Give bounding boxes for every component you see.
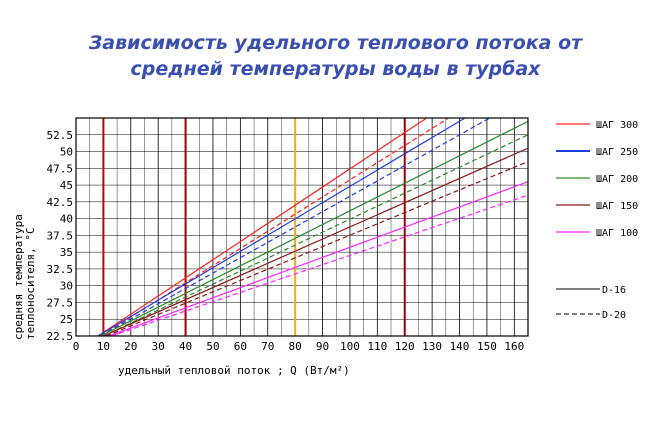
grid-lines xyxy=(75,117,529,337)
x-tick-label: 20 xyxy=(124,340,137,353)
x-tick-label: 40 xyxy=(179,340,192,353)
x-axis-label: удельный тепловой поток ; Q (Вт/м²) xyxy=(118,364,350,377)
series-line xyxy=(111,194,529,337)
series-line xyxy=(108,181,529,337)
x-tick-label: 120 xyxy=(395,340,415,353)
y-tick-label: 42.5 xyxy=(47,196,74,209)
series-line xyxy=(100,120,529,337)
y-tick-label: 40 xyxy=(60,213,73,226)
chart-title-line-2: средней температуры воды в турбах xyxy=(130,58,541,80)
series-line xyxy=(97,117,427,337)
y-tick-labels: 22.5 25 27.5 30 32.5 35 37.5 40 42.5 45 47.5 50 52.5 xyxy=(47,129,74,343)
legend-label: ШАГ 250 xyxy=(596,147,638,158)
x-tick-label: 140 xyxy=(450,340,470,353)
x-tick-label: 50 xyxy=(206,340,219,353)
x-tick-label: 10 xyxy=(97,340,110,353)
x-tick-label: 0 xyxy=(73,340,80,353)
series-line xyxy=(97,117,466,337)
y-tick-label: 22.5 xyxy=(47,330,74,343)
x-tick-label: 100 xyxy=(340,340,360,353)
series-line xyxy=(103,134,529,337)
y-tick-label: 37.5 xyxy=(47,229,74,242)
x-tick-label: 30 xyxy=(152,340,165,353)
legend-label: ШАГ 300 xyxy=(596,120,638,131)
y-tick-label: 32.5 xyxy=(47,263,74,276)
y-tick-label: 30 xyxy=(60,280,73,293)
x-tick-label: 110 xyxy=(367,340,387,353)
legend-label: ШАГ 150 xyxy=(596,201,638,212)
plot-frame xyxy=(75,117,529,337)
x-tick-label: 80 xyxy=(289,340,302,353)
y-tick-label: 25 xyxy=(60,313,73,326)
y-tick-label: 50 xyxy=(60,146,73,159)
x-tick-label: 130 xyxy=(422,340,442,353)
series-line xyxy=(100,117,490,337)
y-tick-label: 45 xyxy=(60,179,73,192)
style-legend-label: D-20 xyxy=(602,310,626,321)
style-legend: D-16 D-20 xyxy=(556,285,626,321)
legend: ШАГ 300 ШАГ 250 ШАГ 200 ШАГ 150 ШАГ 100 xyxy=(556,120,638,239)
chart-title-line-1: Зависимость удельного теплового потока о… xyxy=(88,32,583,54)
style-legend-label: D-16 xyxy=(602,285,626,296)
y-tick-label: 52.5 xyxy=(47,129,74,142)
x-tick-label: 160 xyxy=(504,340,524,353)
y-tick-label: 27.5 xyxy=(47,296,74,309)
series-line xyxy=(103,147,529,337)
series-lines xyxy=(97,117,529,337)
x-tick-label: 70 xyxy=(261,340,274,353)
x-tick-label: 90 xyxy=(316,340,329,353)
y-axis-label-line-1: средняя температура xyxy=(12,214,25,340)
legend-label: ШАГ 200 xyxy=(596,174,638,185)
y-axis-label: средняя температура теплоносителя, °C xyxy=(12,214,37,340)
x-tick-label: 150 xyxy=(477,340,497,353)
x-tick-label: 60 xyxy=(234,340,247,353)
y-axis-label-line-2: теплоносителя, °C xyxy=(24,227,37,340)
legend-label: ШАГ 100 xyxy=(596,228,638,239)
x-tick-labels: 0 10 20 30 40 50 60 70 80 90 100 110 120 130 140 150 160 xyxy=(73,340,525,353)
series-line xyxy=(105,161,529,337)
y-tick-label: 35 xyxy=(60,246,73,259)
y-tick-label: 47.5 xyxy=(47,162,74,175)
